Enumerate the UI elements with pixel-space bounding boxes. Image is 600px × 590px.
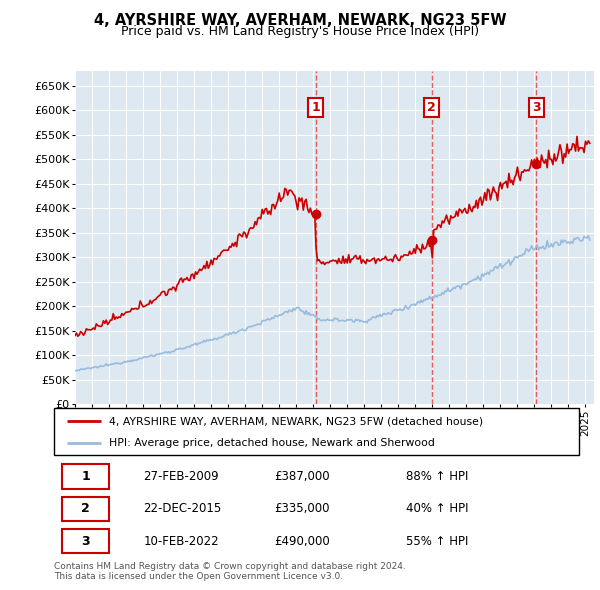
Text: 88% ↑ HPI: 88% ↑ HPI	[406, 470, 468, 483]
Text: £490,000: £490,000	[275, 535, 330, 548]
Text: 27-FEB-2009: 27-FEB-2009	[143, 470, 219, 483]
Text: 4, AYRSHIRE WAY, AVERHAM, NEWARK, NG23 5FW (detached house): 4, AYRSHIRE WAY, AVERHAM, NEWARK, NG23 5…	[109, 416, 483, 426]
Bar	[62, 464, 109, 489]
Text: 4, AYRSHIRE WAY, AVERHAM, NEWARK, NG23 5FW: 4, AYRSHIRE WAY, AVERHAM, NEWARK, NG23 5…	[94, 13, 506, 28]
Bar	[62, 497, 109, 521]
Text: 1: 1	[81, 470, 90, 483]
Text: 22-DEC-2015: 22-DEC-2015	[143, 502, 221, 516]
Text: 55% ↑ HPI: 55% ↑ HPI	[406, 535, 468, 548]
Text: 2: 2	[427, 101, 436, 114]
Text: Contains HM Land Registry data © Crown copyright and database right 2024.
This d: Contains HM Land Registry data © Crown c…	[54, 562, 406, 581]
Text: 1: 1	[311, 101, 320, 114]
Text: HPI: Average price, detached house, Newark and Sherwood: HPI: Average price, detached house, Newa…	[109, 438, 435, 448]
Text: 3: 3	[532, 101, 541, 114]
Text: 2: 2	[81, 502, 90, 516]
Text: £335,000: £335,000	[275, 502, 330, 516]
Text: £387,000: £387,000	[275, 470, 330, 483]
Text: 3: 3	[81, 535, 90, 548]
Text: Price paid vs. HM Land Registry's House Price Index (HPI): Price paid vs. HM Land Registry's House …	[121, 25, 479, 38]
Text: 10-FEB-2022: 10-FEB-2022	[143, 535, 219, 548]
Bar	[62, 529, 109, 553]
Text: 40% ↑ HPI: 40% ↑ HPI	[406, 502, 468, 516]
